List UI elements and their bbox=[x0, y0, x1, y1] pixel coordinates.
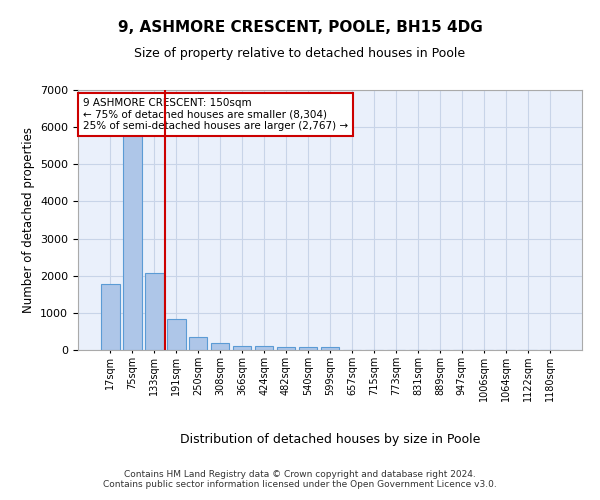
Bar bbox=[167, 319, 185, 350]
Bar bbox=[233, 346, 251, 350]
Text: 9, ASHMORE CRESCENT, POOLE, BH15 4DG: 9, ASHMORE CRESCENT, POOLE, BH15 4DG bbox=[118, 20, 482, 35]
Bar bbox=[277, 346, 295, 350]
Bar bbox=[211, 343, 229, 350]
Bar bbox=[320, 348, 340, 350]
Bar bbox=[299, 347, 317, 350]
Text: Contains public sector information licensed under the Open Government Licence v3: Contains public sector information licen… bbox=[103, 480, 497, 489]
Bar bbox=[255, 346, 274, 350]
Text: 9 ASHMORE CRESCENT: 150sqm
← 75% of detached houses are smaller (8,304)
25% of s: 9 ASHMORE CRESCENT: 150sqm ← 75% of deta… bbox=[83, 98, 348, 131]
Text: Size of property relative to detached houses in Poole: Size of property relative to detached ho… bbox=[134, 48, 466, 60]
Bar bbox=[145, 274, 164, 350]
Text: Contains HM Land Registry data © Crown copyright and database right 2024.: Contains HM Land Registry data © Crown c… bbox=[124, 470, 476, 479]
Bar bbox=[101, 284, 119, 350]
Text: Distribution of detached houses by size in Poole: Distribution of detached houses by size … bbox=[180, 432, 480, 446]
Bar bbox=[189, 338, 208, 350]
Bar bbox=[123, 134, 142, 350]
Y-axis label: Number of detached properties: Number of detached properties bbox=[22, 127, 35, 313]
